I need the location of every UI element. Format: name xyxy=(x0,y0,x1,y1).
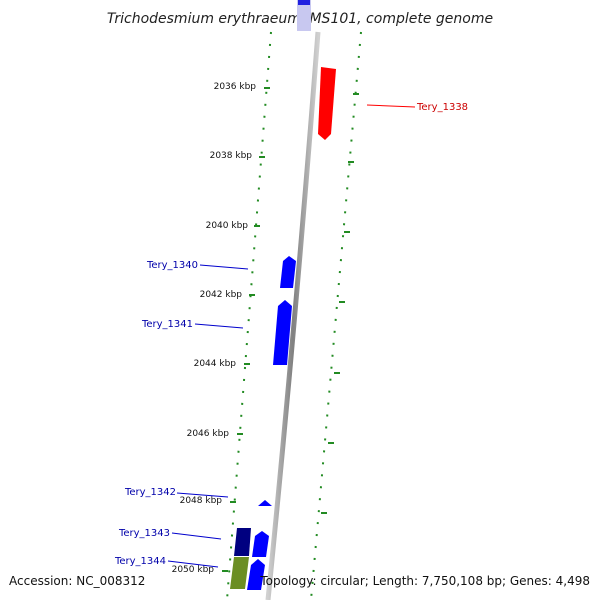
kbp-label: 2048 kbp xyxy=(180,496,223,506)
kbp-label: 2044 kbp xyxy=(194,359,237,369)
gene-tery-1343[interactable]: Tery_1343 xyxy=(118,528,269,557)
gene-arrow[interactable] xyxy=(247,559,265,590)
gene-label: Tery_1344 xyxy=(114,556,166,567)
outer-dotted-track xyxy=(310,31,362,600)
kbp-label: 2042 kbp xyxy=(200,290,243,300)
gene-leader-line xyxy=(199,264,249,270)
gene-label: Tery_1341 xyxy=(141,319,193,330)
gene-leader-line xyxy=(366,104,416,108)
gene-label: Tery_1342 xyxy=(124,487,176,498)
gene-leader-line xyxy=(171,532,222,540)
kbp-scale: 2036 kbp 2038 kbp 2040 kbp 2042 kbp 2044… xyxy=(172,82,270,575)
gene-leader-line xyxy=(167,560,219,568)
gene-arrow[interactable] xyxy=(318,67,336,140)
gene-tery-1342[interactable]: Tery_1342 xyxy=(124,487,272,506)
kbp-label: 2036 kbp xyxy=(214,82,257,92)
gene-label: Tery_1338 xyxy=(416,102,468,113)
gene-partial-top-edge xyxy=(298,0,310,5)
genome-stats-label: Topology: circular; Length: 7,750,108 bp… xyxy=(260,574,590,588)
gene-arrow[interactable] xyxy=(252,531,269,557)
gene-tery-1338[interactable]: Tery_1338 xyxy=(318,67,468,140)
gene-arrow[interactable] xyxy=(280,256,296,288)
gene-block[interactable] xyxy=(234,528,251,556)
kbp-label: 2040 kbp xyxy=(206,221,249,231)
gene-block[interactable] xyxy=(230,557,249,589)
gene-label: Tery_1340 xyxy=(146,260,198,271)
kbp-label: 2050 kbp xyxy=(172,565,215,575)
gene-tery-1340[interactable]: Tery_1340 xyxy=(146,256,296,288)
gene-label: Tery_1343 xyxy=(118,528,170,539)
gene-leader-line xyxy=(194,323,244,329)
gene-tery-1344[interactable]: Tery_1344 xyxy=(114,556,265,590)
gene-leader-line xyxy=(176,492,229,498)
gene-partial-top xyxy=(297,0,311,31)
gene-tery-1341[interactable]: Tery_1341 xyxy=(141,300,292,365)
accession-label: Accession: NC_008312 xyxy=(9,574,146,588)
gene-arrow[interactable] xyxy=(273,300,292,365)
inner-dotted-track xyxy=(226,31,272,600)
outer-scale xyxy=(321,93,359,514)
gene-arrow[interactable] xyxy=(258,500,272,506)
kbp-label: 2046 kbp xyxy=(187,429,230,439)
genome-backbone xyxy=(265,31,321,600)
kbp-label: 2038 kbp xyxy=(210,151,253,161)
